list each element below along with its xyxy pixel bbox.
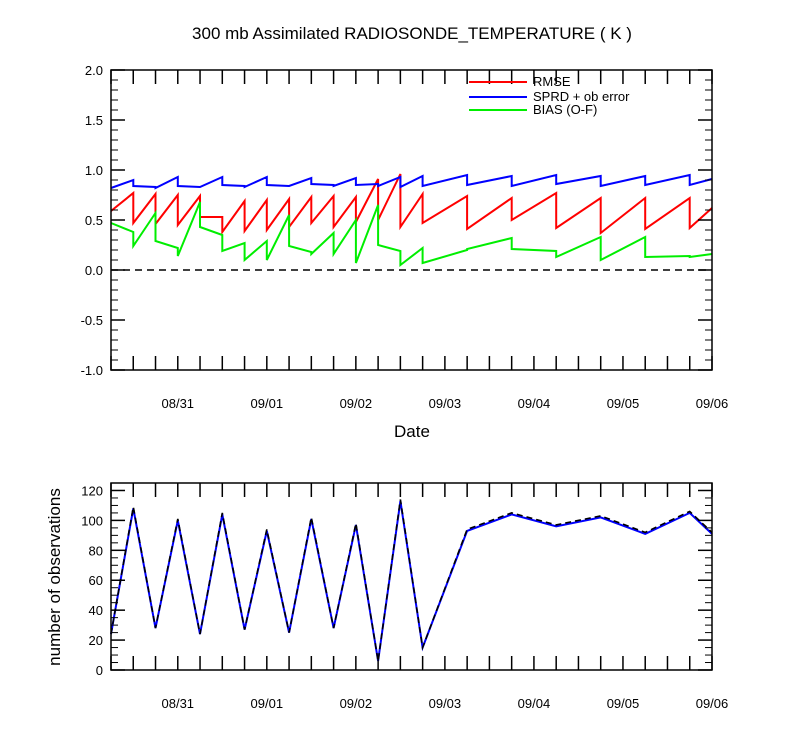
y-tick-label: 100 [81, 513, 103, 528]
legend-label-sprd: SPRD + ob error [533, 89, 630, 104]
series-line-observations-solid [110, 500, 713, 662]
bottom-ticks [110, 482, 713, 671]
rmse-chart: 300 mb Assimilated RADIOSONDE_TEMPERATUR… [81, 24, 729, 441]
x-tick-label: 09/03 [429, 396, 462, 411]
series-line-observations-dashed [110, 499, 713, 662]
top-plot-frame [110, 69, 713, 371]
y-tick-label: 120 [81, 483, 103, 498]
legend-label-bias: BIAS (O-F) [533, 102, 597, 117]
y-tick-label: 40 [89, 603, 103, 618]
x-tick-label: 09/04 [518, 696, 551, 711]
x-tick-label: 09/02 [340, 396, 373, 411]
top-y-tick-labels: -1.0 -0.5 0.0 0.5 1.0 1.5 2.0 [81, 63, 103, 378]
top-x-tick-labels: 08/31 09/01 09/02 09/03 09/04 09/05 09/06 [162, 396, 729, 411]
y-tick-label: 20 [89, 633, 103, 648]
series-line-sprd-ob-error [110, 173, 713, 190]
y-tick-label: 2.0 [85, 63, 103, 78]
top-series-lines [110, 173, 713, 268]
x-tick-label: 09/06 [696, 696, 729, 711]
x-tick-label: 09/03 [429, 696, 462, 711]
series-line-bias-o-f [110, 201, 713, 268]
bottom-plot-frame [110, 482, 713, 671]
x-tick-label: 09/05 [607, 696, 640, 711]
series-line-rmse [110, 173, 713, 236]
y-tick-label: 0.0 [85, 263, 103, 278]
chart-title: 300 mb Assimilated RADIOSONDE_TEMPERATUR… [192, 24, 632, 43]
bottom-series-lines [110, 499, 713, 662]
x-axis-title: Date [394, 422, 430, 441]
x-tick-label: 09/05 [607, 396, 640, 411]
observations-chart: 0 20 40 60 80 100 120 08/31 09/01 09/02 09/03 09/0… [45, 482, 729, 711]
bottom-y-tick-labels: 0 20 40 60 80 100 120 [81, 483, 103, 678]
x-tick-label: 09/06 [696, 396, 729, 411]
x-tick-label: 08/31 [162, 396, 195, 411]
y-tick-label: -1.0 [81, 363, 103, 378]
top-ticks [110, 69, 713, 371]
legend-label-rmse: RMSE [533, 74, 571, 89]
y-tick-label: -0.5 [81, 313, 103, 328]
y-tick-label: 0 [96, 663, 103, 678]
x-tick-label: 09/01 [251, 696, 284, 711]
y-tick-label: 1.5 [85, 113, 103, 128]
bottom-x-tick-labels: 08/31 09/01 09/02 09/03 09/04 09/05 09/06 [162, 696, 729, 711]
y-tick-label: 80 [89, 543, 103, 558]
x-tick-label: 09/04 [518, 396, 551, 411]
y-tick-label: 1.0 [85, 163, 103, 178]
x-tick-label: 09/02 [340, 696, 373, 711]
y-axis-title-observations: number of observations [45, 488, 64, 666]
x-tick-label: 09/01 [251, 396, 284, 411]
legend: RMSE SPRD + ob error BIAS (O-F) [469, 74, 630, 117]
y-tick-label: 60 [89, 573, 103, 588]
x-tick-label: 08/31 [162, 696, 195, 711]
y-tick-label: 0.5 [85, 213, 103, 228]
